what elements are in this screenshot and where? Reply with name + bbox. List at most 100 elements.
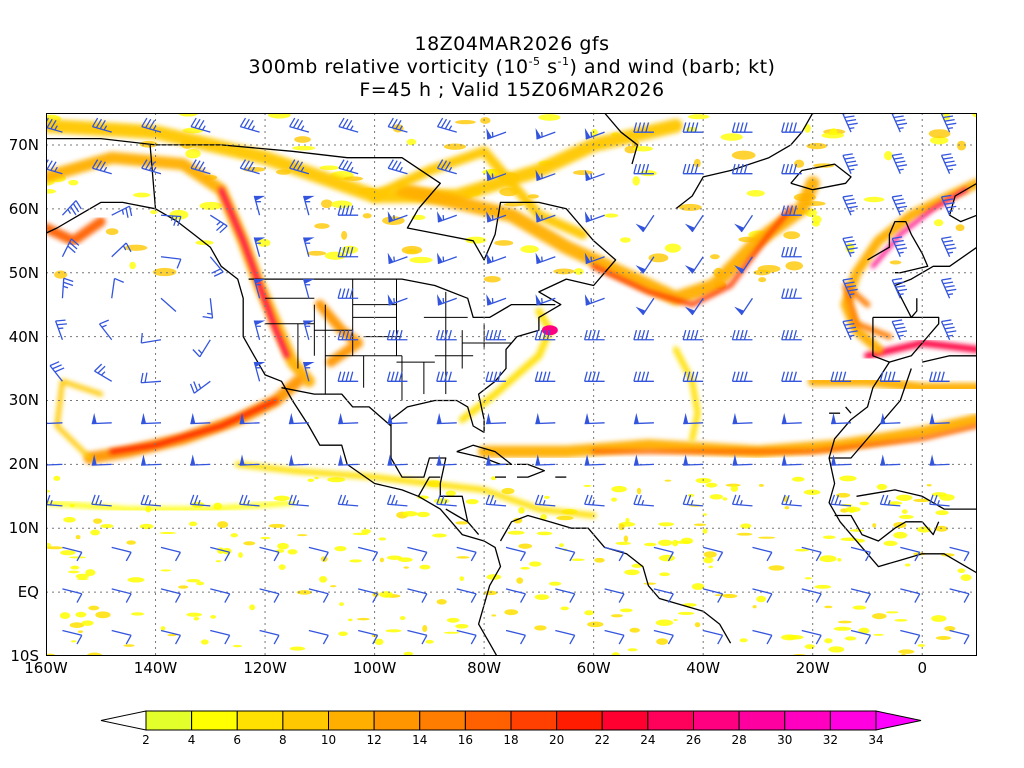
wind-barb — [436, 117, 457, 133]
wind-barb — [160, 588, 181, 603]
lon-label: 60W — [576, 659, 611, 677]
wind-barb — [584, 169, 605, 182]
wind-barb — [210, 629, 231, 645]
wind-barb — [682, 494, 704, 507]
wind-barb — [456, 546, 477, 562]
wind-barb — [239, 412, 260, 425]
wind-barb — [46, 459, 63, 466]
wind-barb — [534, 329, 556, 341]
wind-barb — [734, 256, 754, 274]
wind-barb — [535, 252, 556, 265]
wind-barb — [387, 117, 408, 133]
wind-barb — [535, 169, 556, 182]
wind-barb — [801, 588, 822, 603]
wind-barb — [407, 546, 428, 562]
wind-barb — [190, 412, 211, 425]
wind-barb — [436, 412, 457, 425]
wind-barb — [653, 629, 674, 645]
wind-barb — [358, 588, 379, 603]
wind-barb — [436, 329, 457, 341]
wind-barb — [842, 319, 858, 341]
wind-barb — [486, 211, 507, 223]
colorbar-swatch — [191, 710, 238, 731]
colorbar-tick-label: 8 — [279, 733, 287, 747]
wind-barb — [604, 588, 625, 603]
wind-barb — [505, 546, 526, 562]
colorbar-tick-label: 18 — [503, 733, 519, 747]
wind-barb — [752, 629, 773, 645]
wind-barb — [253, 195, 266, 216]
lat-label: 30N — [8, 391, 39, 410]
wind-barb — [555, 588, 576, 603]
wind-barb — [633, 494, 654, 507]
wind-barb — [633, 412, 654, 425]
wind-barb — [831, 412, 852, 425]
wind-barb — [140, 494, 162, 507]
wind-barb — [387, 454, 408, 466]
wind-barb — [61, 238, 80, 258]
wind-barb — [202, 298, 214, 319]
wind-barb — [781, 494, 802, 507]
wind-barb — [801, 546, 822, 562]
wind-barb — [831, 454, 852, 466]
lon-label: 0 — [917, 659, 928, 677]
wind-barb — [111, 588, 132, 603]
wind-barb — [140, 454, 162, 466]
wind-barb — [653, 588, 674, 603]
wind-barb — [880, 412, 901, 425]
colorbar-tick-label: 22 — [594, 733, 610, 747]
wind-barb — [781, 122, 802, 133]
vorticity-shading — [46, 113, 977, 656]
wind-barb — [929, 412, 950, 425]
wind-barb — [386, 329, 408, 341]
wind-barb — [604, 629, 625, 645]
colorbar-tick-label: 4 — [187, 733, 196, 747]
wind-barb — [683, 454, 704, 466]
wind-barb — [703, 629, 724, 645]
colorbar-tick-label: 12 — [366, 733, 382, 747]
lon-label: 120W — [243, 659, 287, 677]
wind-barb — [209, 214, 228, 234]
wind-barb — [850, 546, 872, 562]
wind-barb — [111, 277, 124, 299]
wind-barb — [436, 211, 457, 223]
wind-barb — [891, 194, 908, 216]
wind-barb — [160, 629, 181, 645]
wind-barb — [928, 371, 950, 382]
wind-barb — [288, 412, 309, 425]
wind-barb — [239, 494, 260, 507]
wind-barb — [386, 494, 408, 507]
wind-barb — [337, 329, 359, 341]
wind-barb — [891, 113, 908, 133]
wind-barb — [684, 214, 704, 233]
colorbar-tick-label: 24 — [640, 733, 656, 747]
wind-barb — [505, 588, 526, 603]
wind-barb — [949, 629, 970, 645]
wind-barb — [436, 159, 457, 175]
title-line-1: 18Z04MAR2026 gfs — [414, 33, 610, 55]
wind-barb — [485, 329, 507, 341]
colorbar-swatch — [419, 710, 466, 731]
wind-barb — [288, 494, 309, 507]
wind-barb — [302, 195, 315, 216]
wind-barbs — [46, 113, 970, 645]
wind-barb — [436, 494, 457, 507]
wind-barb — [302, 278, 315, 299]
wind-barb — [682, 371, 704, 382]
wind-barb — [891, 319, 908, 341]
colorbar-swatch — [282, 710, 329, 731]
title-line-2: 300mb relative vorticity (10-5 s-1) and … — [248, 55, 776, 78]
wind-barb — [91, 159, 112, 175]
wind-barb — [486, 128, 507, 140]
wind-barb — [111, 629, 132, 645]
wind-barb — [337, 288, 359, 299]
wind-barb — [94, 363, 113, 382]
wind-barb — [949, 546, 970, 562]
wind-barb — [308, 588, 329, 603]
wind-barb — [731, 371, 753, 382]
wind-barb — [929, 494, 950, 507]
wind-barb — [535, 211, 556, 223]
wind-barb — [253, 278, 266, 299]
wind-barb — [140, 332, 162, 344]
wind-barb — [604, 546, 625, 562]
